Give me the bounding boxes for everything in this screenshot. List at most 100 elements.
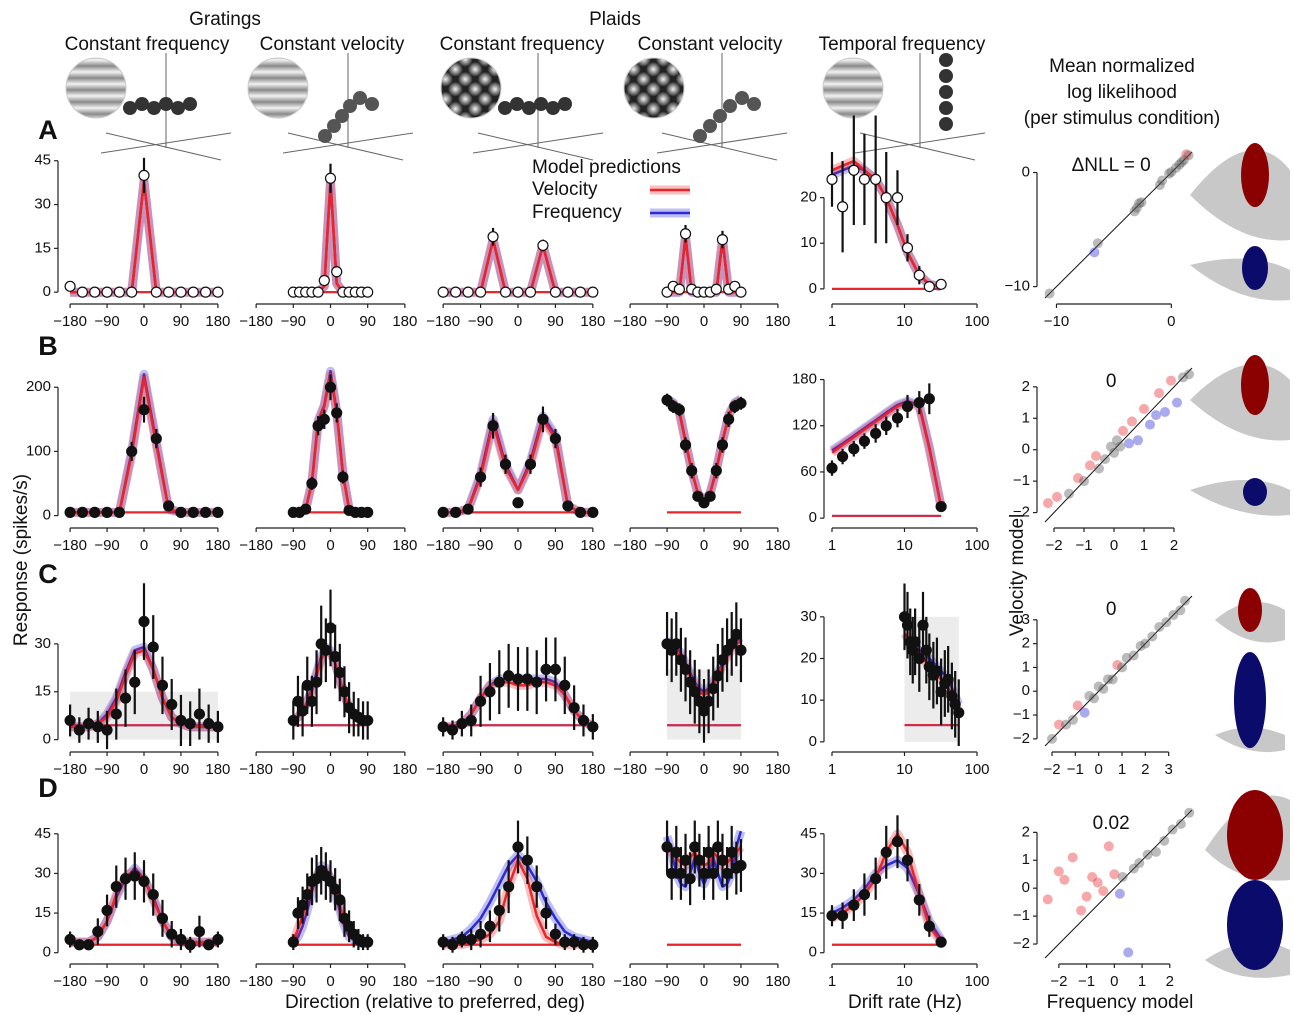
scatter-point xyxy=(1167,824,1178,835)
data-point xyxy=(474,928,487,940)
data-point xyxy=(712,670,724,682)
y-tick-label: −1 xyxy=(1013,706,1030,723)
data-point xyxy=(577,939,590,951)
data-point xyxy=(549,286,562,298)
data-point xyxy=(574,506,586,518)
data-point xyxy=(587,721,599,733)
data-point xyxy=(920,644,932,656)
y-tick-label: 3 xyxy=(1022,611,1030,628)
data-point xyxy=(870,873,882,885)
scatter-point xyxy=(1160,407,1170,417)
x-axis-label: Drift rate (Hz) xyxy=(848,992,962,1013)
data-point xyxy=(512,497,524,509)
data-point xyxy=(493,676,505,688)
x-tick-label: −2 xyxy=(1045,537,1062,554)
data-point xyxy=(704,490,716,502)
scatter-point xyxy=(1128,650,1139,661)
group-title: Plaids xyxy=(589,9,641,30)
data-point xyxy=(917,619,929,631)
data-point xyxy=(362,936,374,948)
annotation: 0.02 xyxy=(1093,813,1130,834)
scatter-point xyxy=(1047,733,1057,744)
identity-line xyxy=(1044,367,1193,523)
data-point xyxy=(880,846,892,858)
x-tick-label: 0 xyxy=(514,537,522,554)
y-tick-label: 20 xyxy=(800,649,817,666)
data-point xyxy=(913,894,925,906)
x-tick-label: 10 xyxy=(896,761,913,778)
data-point xyxy=(562,286,574,298)
data-point xyxy=(901,854,914,866)
data-point xyxy=(679,439,692,451)
scatter-point xyxy=(1174,159,1185,170)
data-point xyxy=(306,695,318,707)
y-tick-label: 0 xyxy=(43,507,51,524)
data-point xyxy=(735,397,747,409)
y-tick-label: 0 xyxy=(43,731,51,748)
data-point xyxy=(935,936,947,948)
x-tick-label: 180 xyxy=(205,537,230,554)
data-point xyxy=(577,714,590,727)
data-point xyxy=(679,854,692,866)
y-tick-label: 120 xyxy=(792,417,817,434)
data-point xyxy=(337,471,349,483)
y-axis-label: Response (spikes/s) xyxy=(11,474,32,646)
x-tick-label: 1 xyxy=(1138,973,1146,990)
data-point xyxy=(64,933,76,946)
x-tick-label: 0 xyxy=(140,973,148,990)
x-tick-label: −180 xyxy=(53,537,87,554)
x-tick-label: 180 xyxy=(580,973,605,990)
y-tick-label: 0 xyxy=(809,280,817,297)
data-point xyxy=(163,500,175,512)
baseline-band xyxy=(70,691,218,740)
panel-label: B xyxy=(38,331,58,361)
data-point xyxy=(935,501,947,513)
data-point xyxy=(175,286,187,298)
y-tick-label: 45 xyxy=(34,825,51,842)
x-tick-label: 1 xyxy=(828,313,836,330)
x-tick-label: 90 xyxy=(547,313,564,330)
y-tick-label: 1 xyxy=(1022,851,1030,868)
data-point xyxy=(723,413,735,425)
identity-line xyxy=(1044,151,1193,299)
data-point xyxy=(568,702,580,714)
data-point xyxy=(726,638,738,650)
x-tick-label: 180 xyxy=(580,313,605,330)
data-point xyxy=(456,718,468,730)
x-tick-label: −2 xyxy=(1050,973,1067,990)
data-point xyxy=(848,443,860,455)
data-point xyxy=(446,939,459,951)
x-tick-label: −90 xyxy=(94,973,119,990)
data-point xyxy=(587,506,599,518)
data-point xyxy=(175,933,187,946)
x-tick-label: 1 xyxy=(828,761,836,778)
x-tick-label: 0 xyxy=(326,973,334,990)
data-point xyxy=(730,628,742,640)
data-point xyxy=(329,651,341,663)
y-tick-label: 0 xyxy=(809,509,817,526)
data-point xyxy=(931,665,943,677)
scatter-point xyxy=(1184,807,1195,818)
data-point xyxy=(716,439,729,451)
data-point xyxy=(126,286,138,298)
scatter-point xyxy=(1107,674,1118,685)
data-point xyxy=(693,854,705,866)
y-tick-label: −2 xyxy=(1013,935,1030,952)
y-tick-label: −1 xyxy=(1013,907,1030,924)
data-point xyxy=(913,397,925,409)
data-point xyxy=(942,673,954,685)
data-point xyxy=(499,286,512,298)
y-tick-label: 15 xyxy=(34,683,51,700)
scatter-point xyxy=(1128,863,1139,874)
x-axis-label: Direction (relative to preferred, deg) xyxy=(285,992,585,1013)
x-tick-label: −180 xyxy=(426,537,460,554)
data-point xyxy=(129,870,141,882)
y-tick-label: 180 xyxy=(792,371,817,388)
data-point xyxy=(689,841,701,853)
data-point xyxy=(880,420,892,432)
scatter-point xyxy=(1140,638,1151,649)
scatter-point xyxy=(1092,238,1103,249)
data-point xyxy=(684,676,696,688)
data-point xyxy=(716,854,729,866)
x-tick-label: 0 xyxy=(1094,761,1102,778)
